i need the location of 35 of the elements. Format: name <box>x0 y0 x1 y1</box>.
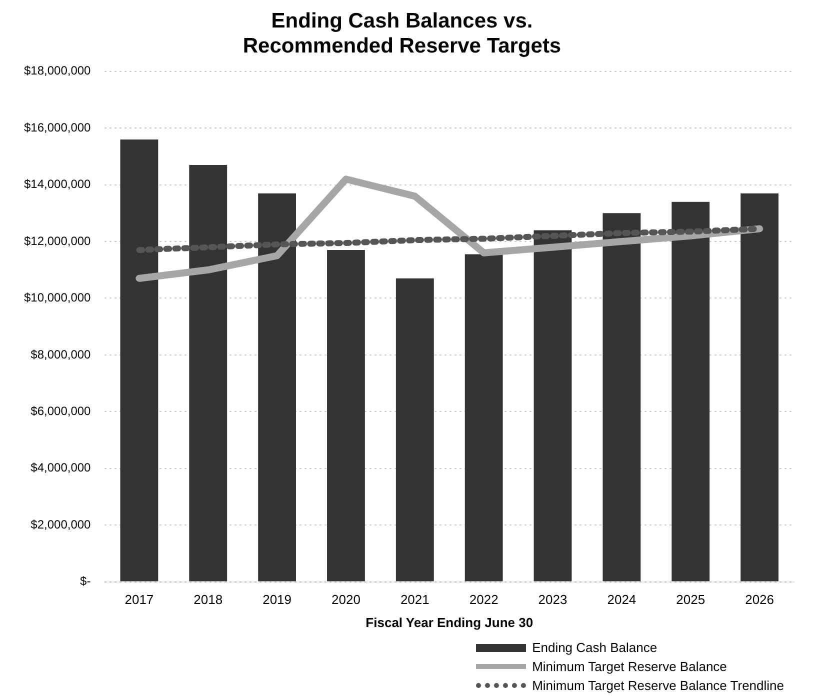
y-tick-label: $2,000,000 <box>30 517 92 532</box>
y-tick-label: $- <box>80 574 91 588</box>
x-tick-label: 2023 <box>538 592 568 608</box>
y-tick-label: $4,000,000 <box>30 460 92 475</box>
y-tick-label: $8,000,000 <box>30 347 92 362</box>
bar <box>258 193 296 582</box>
legend-label: Ending Cash Balance <box>532 639 658 657</box>
bar <box>534 230 572 582</box>
y-tick-label: $18,000,000 <box>24 64 92 78</box>
legend-label: Minimum Target Reserve Balance Trendline <box>532 677 784 695</box>
bar <box>120 139 158 582</box>
x-tick-label: 2025 <box>676 592 706 608</box>
x-tick-label: 2020 <box>332 592 360 608</box>
x-tick-label: 2022 <box>469 592 498 608</box>
x-tick-label: 2024 <box>607 592 636 608</box>
x-tick-label: 2019 <box>262 592 292 608</box>
legend-label: Minimum Target Reserve Balance <box>532 658 727 676</box>
x-tick-label: 2017 <box>124 592 154 608</box>
bar <box>189 164 228 582</box>
bar <box>740 193 778 582</box>
y-tick-label: $12,000,000 <box>24 234 92 248</box>
x-axis-title: Fiscal Year Ending June 30 <box>366 614 534 630</box>
y-tick-label: $14,000,000 <box>24 177 92 192</box>
bar <box>672 202 710 582</box>
y-tick-label: $10,000,000 <box>24 290 92 305</box>
y-tick-label: $16,000,000 <box>24 120 92 134</box>
chart-title: Ending Cash Balances vs. Recommended Reserve Targets <box>242 9 562 58</box>
x-tick-label: 2026 <box>745 592 774 608</box>
y-tick-label: $6,000,000 <box>30 404 92 418</box>
x-tick-label: 2018 <box>194 592 223 608</box>
bar <box>464 254 503 582</box>
bar <box>327 250 365 582</box>
bar <box>396 278 434 582</box>
x-tick-label: 2021 <box>400 592 430 608</box>
bar <box>602 213 641 582</box>
